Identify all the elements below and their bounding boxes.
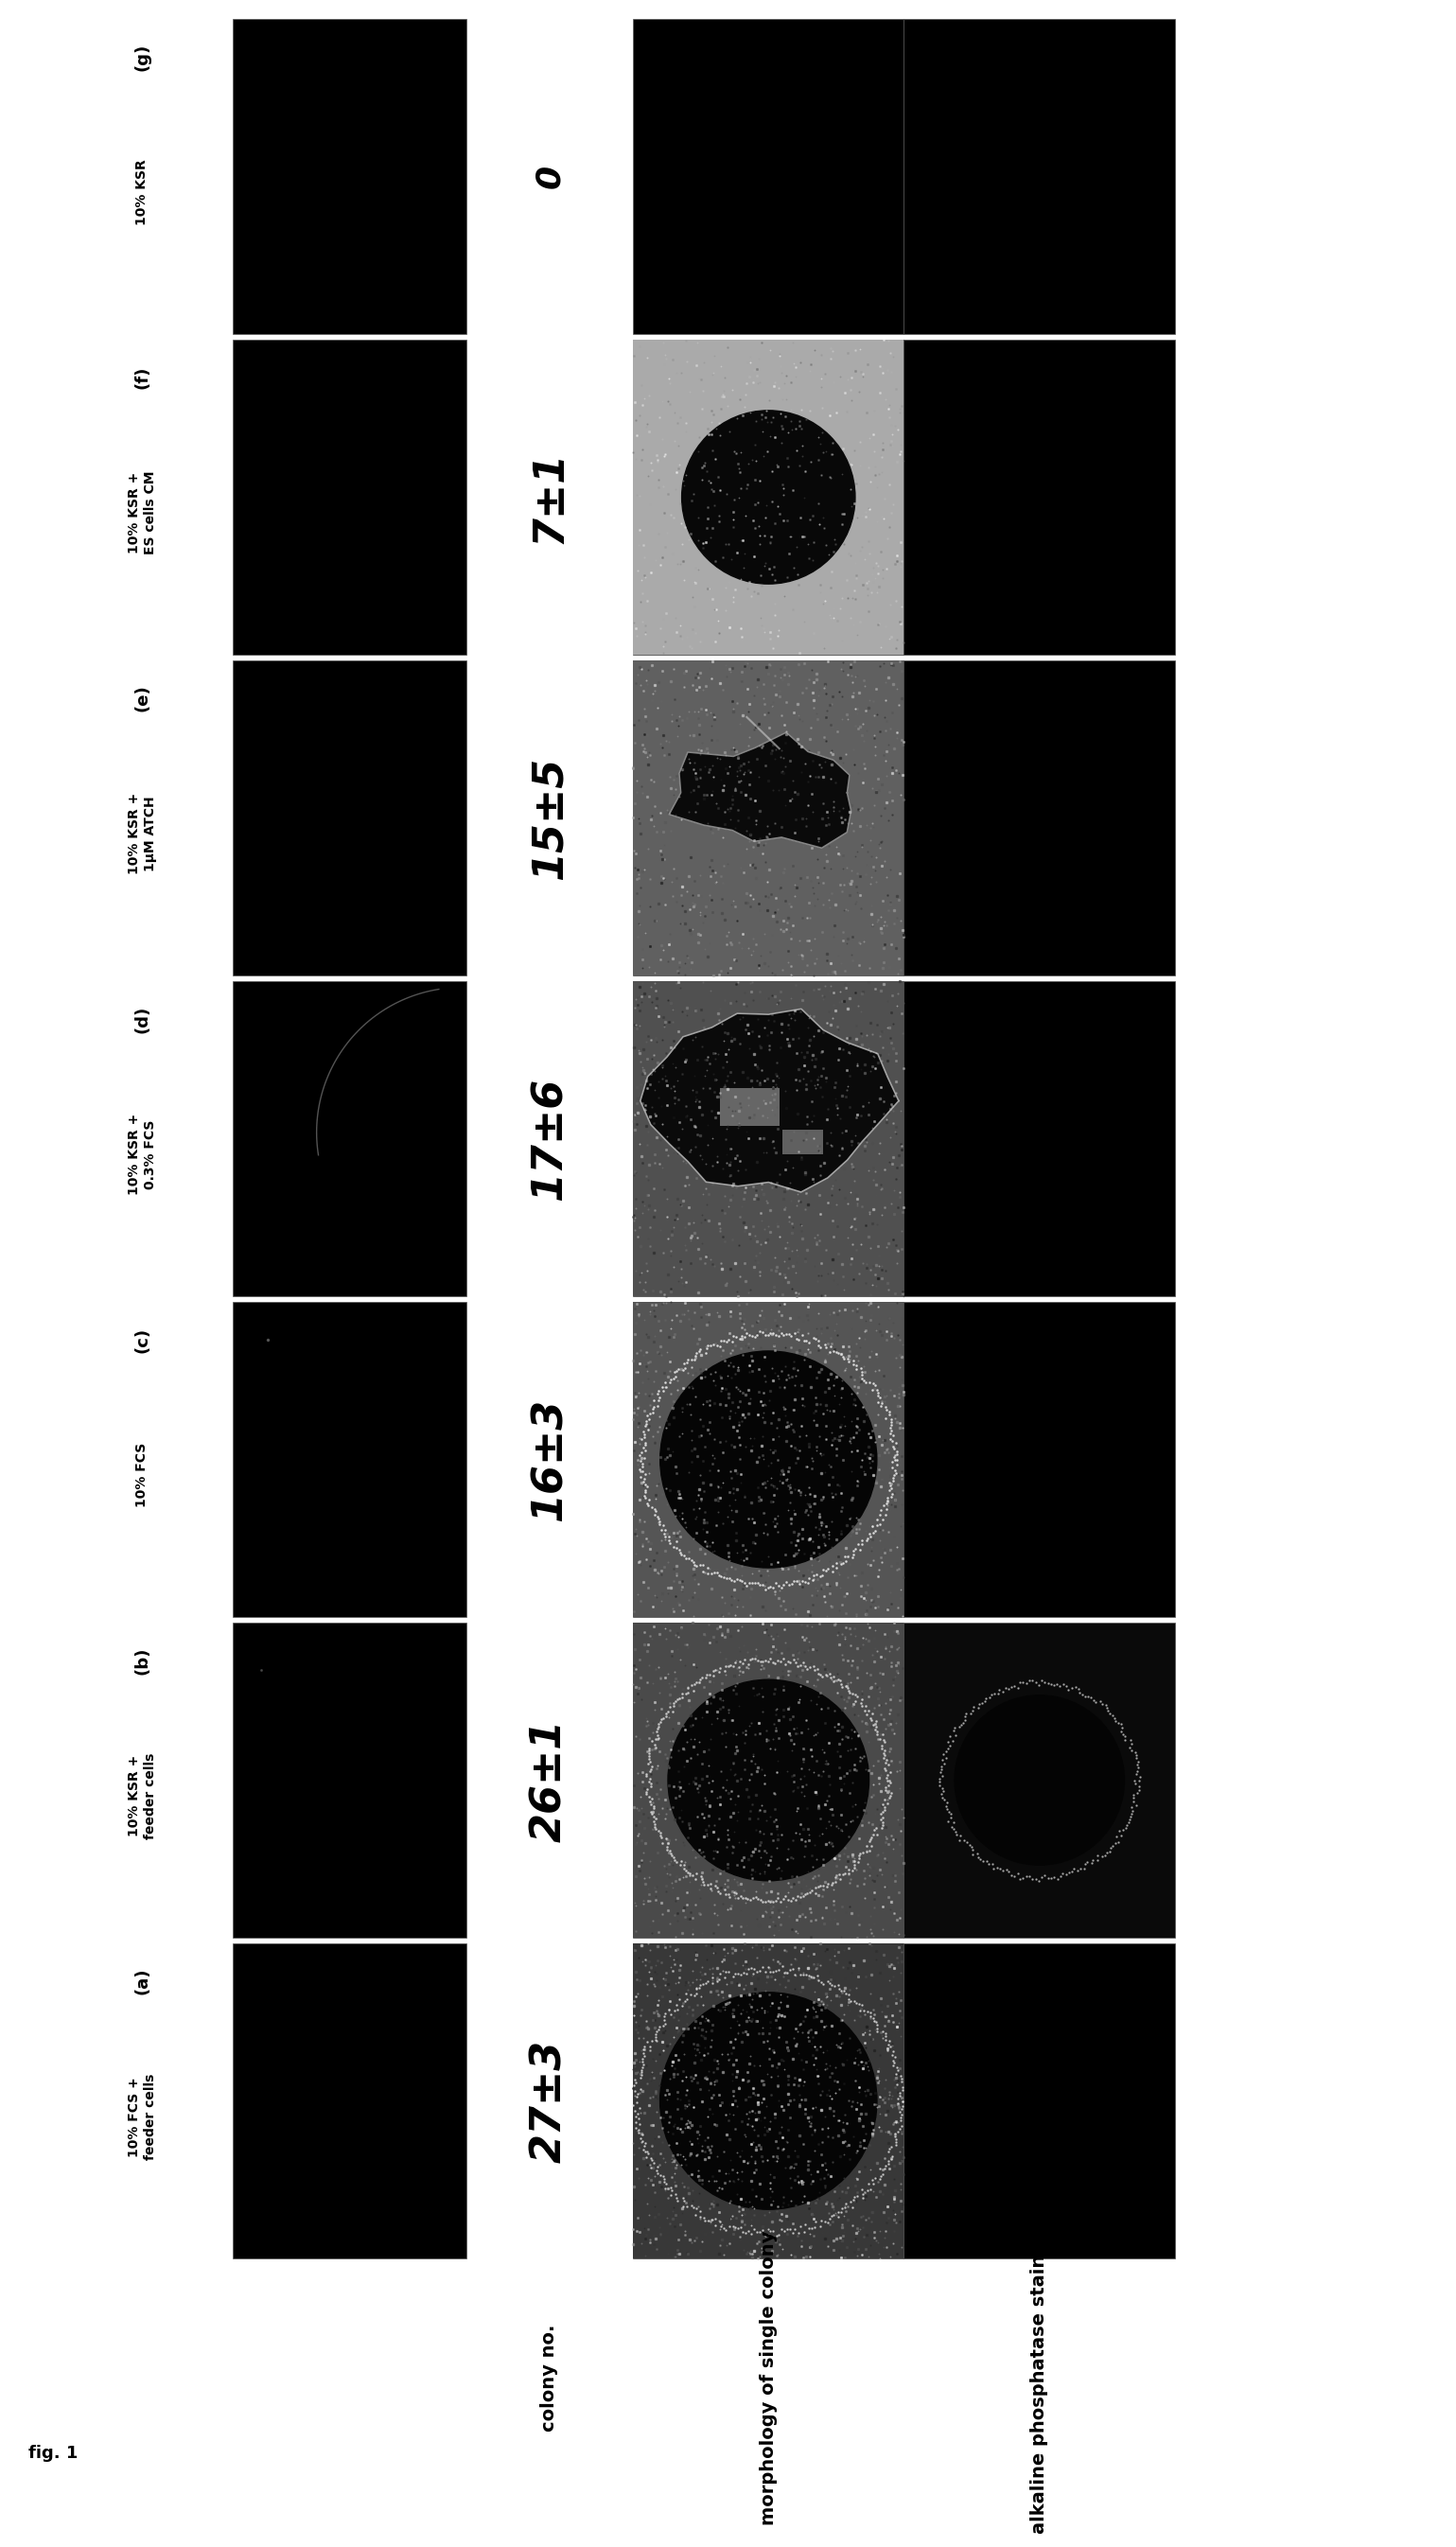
Bar [904, 981, 1175, 1296]
Bar [233, 1302, 466, 1617]
Text: 16±3: 16±3 [529, 1398, 569, 1521]
Bar [633, 981, 904, 1296]
Text: 10% KSR +
1μM ATCH: 10% KSR + 1μM ATCH [128, 792, 157, 874]
Text: fig. 1: fig. 1 [28, 2445, 79, 2463]
Text: (a): (a) [134, 1969, 151, 1994]
Bar [633, 339, 904, 655]
Text: 17±6: 17±6 [529, 1077, 569, 1200]
Text: 27±3: 27±3 [529, 2040, 569, 2162]
Bar [633, 660, 904, 976]
Bar [904, 660, 1175, 976]
Bar [233, 1943, 466, 2259]
Bar [904, 1622, 1175, 1938]
Text: 10% KSR: 10% KSR [135, 160, 149, 224]
Circle shape [668, 1678, 869, 1880]
Text: alkaline phosphatase staining: alkaline phosphatase staining [1031, 2221, 1048, 2534]
Bar [633, 1302, 904, 1617]
Text: (d): (d) [134, 1006, 151, 1032]
Bar [719, 1088, 779, 1126]
Text: colony no.: colony no. [540, 2323, 559, 2432]
Text: 10% FCS: 10% FCS [135, 1444, 149, 1508]
Circle shape [955, 1696, 1124, 1864]
Bar [633, 18, 904, 334]
Circle shape [681, 410, 855, 583]
Text: 15±5: 15±5 [529, 756, 569, 879]
Bar [904, 339, 1175, 655]
Bar [233, 660, 466, 976]
Polygon shape [670, 734, 852, 848]
Bar [904, 18, 1175, 334]
Text: 10% KSR +
0.3% FCS: 10% KSR + 0.3% FCS [128, 1113, 157, 1195]
Bar [633, 339, 904, 655]
Bar [633, 1622, 904, 1938]
Text: 10% KSR +
ES cells CM: 10% KSR + ES cells CM [128, 471, 157, 555]
Text: morphology of single colony: morphology of single colony [760, 2231, 778, 2524]
Bar [633, 660, 904, 976]
Text: (f): (f) [134, 367, 151, 390]
Bar [904, 1943, 1175, 2259]
Circle shape [660, 1992, 877, 2208]
Text: 7±1: 7±1 [529, 451, 569, 545]
Text: 10% FCS +
feeder cells: 10% FCS + feeder cells [128, 2073, 157, 2160]
Bar [904, 1302, 1175, 1617]
Bar [233, 339, 466, 655]
Bar [633, 1943, 904, 2259]
Bar [233, 981, 466, 1296]
Text: (g): (g) [134, 43, 151, 71]
Bar [633, 1622, 904, 1938]
Text: (b): (b) [134, 1645, 151, 1673]
Bar [633, 1302, 904, 1617]
Text: 0: 0 [533, 166, 566, 188]
Text: 26±1: 26±1 [529, 1719, 569, 1841]
Polygon shape [641, 1009, 898, 1192]
Bar [633, 1943, 904, 2259]
Text: (e): (e) [134, 685, 151, 711]
Bar [782, 1128, 823, 1154]
Text: (c): (c) [134, 1327, 151, 1352]
Bar [233, 18, 466, 334]
Bar [233, 1622, 466, 1938]
Text: 10% KSR +
feeder cells: 10% KSR + feeder cells [128, 1752, 157, 1839]
Circle shape [660, 1350, 877, 1569]
Bar [633, 981, 904, 1296]
